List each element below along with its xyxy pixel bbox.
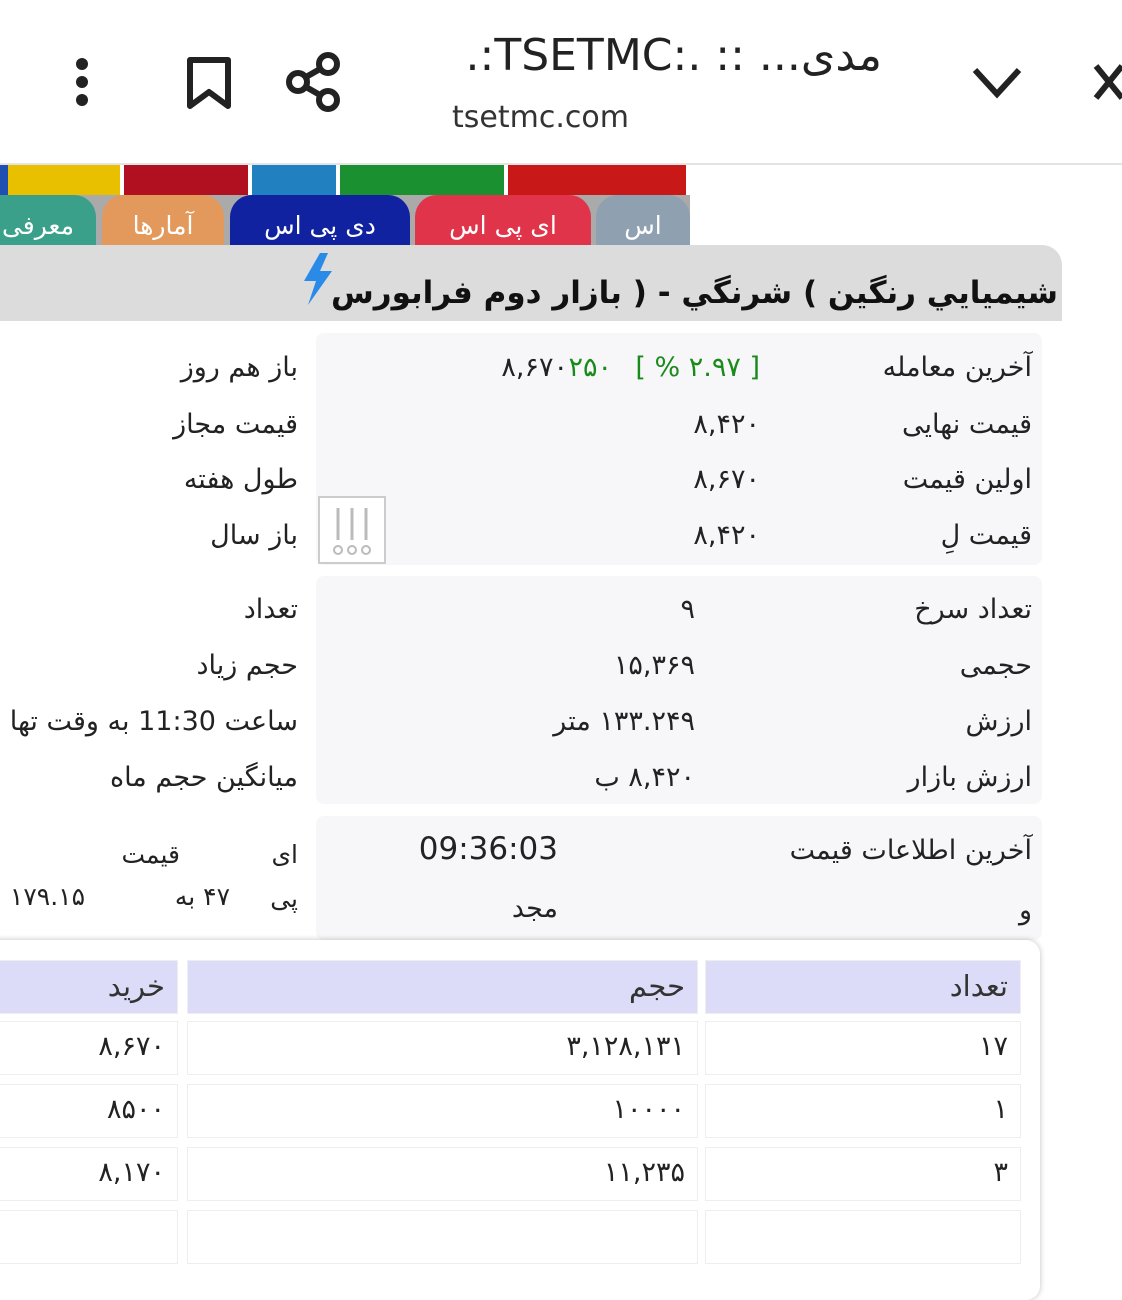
change-value: ۲۵۰ <box>568 352 612 383</box>
side-label: قیمت <box>121 840 181 869</box>
row-label: و <box>1018 895 1032 926</box>
table-cell: ۱۷ <box>705 1021 1021 1075</box>
table-cell: ۸,۶۷۰ <box>0 1021 178 1075</box>
row-label: آخرین معامله <box>882 352 1032 383</box>
row-label: اولین قیمت <box>902 464 1032 495</box>
table-header: خرید <box>0 960 178 1014</box>
settings-icon[interactable] <box>318 496 388 566</box>
side-label: باز هم روز <box>180 352 298 383</box>
side-label: حجم زیاد <box>196 650 298 681</box>
row-label: آخرین اطلاعات قیمت <box>789 835 1032 866</box>
side-label: پی <box>270 884 298 913</box>
flash-icon <box>304 253 332 305</box>
side-label: تعداد <box>243 594 298 625</box>
row-label: حجمی <box>959 650 1032 681</box>
expand-icon[interactable] <box>972 67 1022 99</box>
tab[interactable]: اس <box>596 195 690 247</box>
change-percent: [ ۲.۹۷ % ] <box>635 352 760 383</box>
tab[interactable]: معرفی <box>0 195 96 247</box>
page-title: مدی... :: .:TSETMC:. <box>465 30 882 81</box>
table-cell: ۸۵۰۰ <box>0 1084 178 1138</box>
tab[interactable]: دی پی اس <box>230 195 410 247</box>
side-label: باز سال <box>210 520 298 551</box>
tab[interactable]: آمارها <box>102 195 224 247</box>
row-value: ۸,۴۲۰ <box>693 520 760 551</box>
side-label: ساعت 11:30 به وقت تها <box>9 706 298 737</box>
row-value: ۸,۴۲۰ ب <box>594 762 695 793</box>
row-value: ۸,۶۷۰ <box>693 464 760 495</box>
side-label: میانگین حجم ماه <box>109 762 298 793</box>
browser-bar: مدی... :: .:TSETMC:. tsetmc.com <box>0 0 1122 165</box>
table-cell: ۱ <box>705 1084 1021 1138</box>
table-cell: ۳,۱۲۸,۱۳۱ <box>187 1021 698 1075</box>
row-label: تعداد سرخ <box>914 594 1032 625</box>
browser-icons <box>76 52 1122 112</box>
side-label: قیمت مجاز <box>173 409 298 440</box>
side-label: ای <box>271 840 298 869</box>
side-label: طول هفته <box>183 464 298 495</box>
row-value: ۹ <box>680 594 695 625</box>
price-box <box>316 333 1042 565</box>
symbol-title: شيميايي رنگين ) شرنگي - ( بازار دوم فراب… <box>330 275 1058 311</box>
side-label: ۱۷۹.۱۵ <box>9 882 85 911</box>
row-value: ۱۳۳.۲۴۹ متر <box>553 706 695 737</box>
table-cell <box>705 1210 1021 1264</box>
menu-icon[interactable] <box>76 58 88 106</box>
row-value: ۸,۶۷۰ <box>501 352 568 383</box>
table-cell: ۱۰۰۰۰ <box>187 1084 698 1138</box>
close-icon[interactable] <box>1093 64 1122 100</box>
tab[interactable]: ای پی اس <box>415 195 591 247</box>
row-label: ارزش بازار <box>907 762 1032 793</box>
table-header: حجم <box>187 960 698 1014</box>
row-label: ارزش <box>965 706 1032 737</box>
row-value: ۸,۴۲۰ <box>693 409 760 440</box>
table-cell <box>0 1210 178 1264</box>
row-label: قیمت نهایی <box>902 409 1032 440</box>
table-header: تعداد <box>705 960 1021 1014</box>
table-cell <box>187 1210 698 1264</box>
symbol-header: شيميايي رنگين ) شرنگي - ( بازار دوم فراب… <box>0 245 1062 321</box>
row-label: قیمت لِ <box>940 520 1032 551</box>
info-box <box>316 816 1042 940</box>
row-value: ۱۵,۳۶۹ <box>613 650 695 681</box>
table-cell: ۳ <box>705 1147 1021 1201</box>
bookmark-icon[interactable] <box>187 57 231 109</box>
time-value: 09:36:03 <box>418 831 558 867</box>
row-value: مجد <box>511 893 558 924</box>
share-icon[interactable] <box>286 52 340 112</box>
page-url: tsetmc.com <box>452 100 629 135</box>
side-label: ۴۷ به <box>174 882 230 911</box>
table-cell: ۸,۱۷۰ <box>0 1147 178 1201</box>
trade-box <box>316 576 1042 804</box>
table-cell: ۱۱,۲۳۵ <box>187 1147 698 1201</box>
